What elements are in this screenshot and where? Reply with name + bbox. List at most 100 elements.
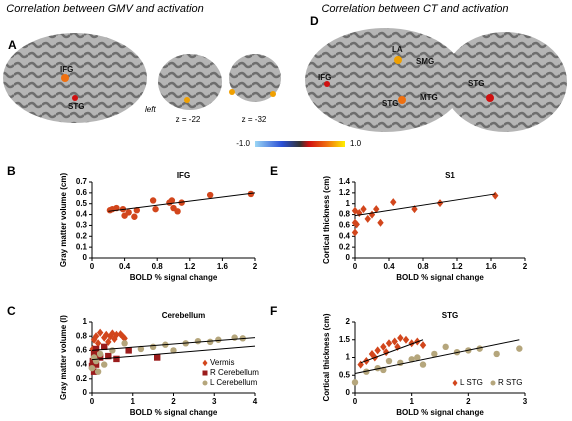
marker-circle [131, 213, 138, 220]
marker-circle [174, 208, 181, 215]
marker-circle [96, 350, 104, 358]
x-tick-label: 0 [90, 262, 95, 271]
marker-diamond [402, 335, 410, 344]
marker-square [154, 354, 161, 361]
y-tick-label: 0.3 [76, 221, 88, 230]
marker-diamond [380, 342, 387, 351]
marker-diamond [90, 335, 98, 344]
legend-label: R STG [498, 378, 522, 387]
marker-circle [374, 364, 381, 372]
colorbar-label: 1.0 [350, 139, 362, 148]
y-tick-label: 0.2 [76, 374, 88, 383]
marker-circle [419, 361, 427, 368]
y-tick-label: 0.7 [76, 177, 88, 186]
x-tick-label: 3 [523, 397, 528, 406]
marker-circle [408, 356, 415, 363]
y-tick-label: 0.4 [76, 360, 88, 369]
y-tick-label: 1 [346, 199, 351, 208]
y-axis-label: Cortical thickness (cm) [322, 313, 331, 401]
marker-circle [516, 345, 523, 352]
marker-diamond [351, 228, 359, 237]
marker-circle [206, 338, 214, 346]
marker-circle [215, 336, 222, 343]
brain-images [3, 28, 567, 132]
marker-diamond [111, 335, 118, 344]
trendline [354, 339, 520, 374]
marker-diamond [492, 191, 499, 200]
y-tick-label: 1.2 [339, 188, 351, 197]
panel-title: Correlation between GMV and activation [6, 3, 204, 15]
x-tick-label: 0.4 [383, 262, 395, 271]
x-tick-label: 2 [253, 262, 258, 271]
panel-title: Correlation between CT and activation [321, 3, 508, 15]
marker-diamond [391, 337, 398, 346]
trendline [91, 337, 256, 351]
y-tick-label: 0.6 [339, 221, 351, 230]
marker-diamond [419, 341, 427, 350]
marker-square [92, 361, 100, 368]
y-tick-label: 0.2 [76, 231, 88, 240]
marker-diamond [452, 379, 458, 387]
marker-square [96, 354, 104, 361]
x-tick-label: 0.4 [119, 262, 131, 271]
y-tick-label: 1 [346, 353, 351, 362]
marker-circle [476, 345, 483, 352]
colorbar-label: -1.0 [236, 139, 250, 148]
x-axis-label: BOLD % signal change [396, 273, 484, 282]
marker-circle [149, 197, 157, 204]
y-tick-label: 0.6 [76, 346, 88, 355]
trendline [108, 192, 256, 212]
y-tick-label: 1 [83, 317, 88, 326]
marker-circle [125, 209, 132, 216]
y-tick-label: 0.4 [339, 231, 351, 240]
y-tick-label: 0.2 [339, 242, 351, 251]
panel-letter: F [270, 304, 277, 318]
x-tick-label: 1.6 [485, 262, 497, 271]
marker-diamond [390, 198, 397, 207]
marker-diamond [368, 210, 376, 219]
marker-circle [202, 380, 208, 386]
x-tick-label: 2 [171, 397, 176, 406]
marker-circle [351, 379, 359, 386]
marker-diamond [94, 339, 102, 348]
marker-circle [149, 343, 157, 351]
marker-circle [490, 380, 496, 386]
x-tick-label: 0.8 [417, 262, 429, 271]
marker-diamond [408, 339, 415, 348]
legend-label: R Cerebellum [210, 368, 259, 377]
region-label: LA [392, 45, 403, 54]
marker-circle [178, 199, 185, 206]
x-tick-label: 1.2 [451, 262, 463, 271]
x-tick-label: 3 [212, 397, 217, 406]
marker-circle [94, 368, 102, 375]
legend-label: Vermis [210, 358, 234, 367]
y-tick-label: 0.6 [76, 188, 88, 197]
y-axis-label: Gray matter volume (l) [59, 315, 68, 400]
marker-square [113, 355, 120, 363]
x-tick-label: 1.2 [184, 262, 196, 271]
side-label: left [145, 105, 156, 114]
y-tick-label: 0.4 [76, 210, 88, 219]
marker-circle [133, 207, 141, 214]
chart-title: S1 [445, 171, 455, 180]
marker-circle [431, 350, 438, 358]
legend-label: L STG [460, 378, 483, 387]
x-axis-label: BOLD % signal change [130, 273, 218, 282]
marker-circle [247, 190, 255, 198]
marker-diamond [202, 359, 208, 367]
marker-square [89, 357, 97, 365]
marker-circle [363, 368, 370, 375]
marker-circle [442, 343, 449, 351]
marker-circle [194, 337, 202, 345]
marker-square [92, 345, 100, 353]
y-tick-label: 0 [83, 253, 88, 262]
trendline [91, 345, 256, 361]
x-tick-label: 4 [253, 397, 258, 406]
y-tick-label: 0.8 [339, 210, 351, 219]
marker-circle [170, 347, 177, 354]
y-tick-label: 2 [346, 317, 351, 326]
marker-diamond [385, 339, 393, 348]
y-tick-label: 0 [83, 388, 88, 397]
